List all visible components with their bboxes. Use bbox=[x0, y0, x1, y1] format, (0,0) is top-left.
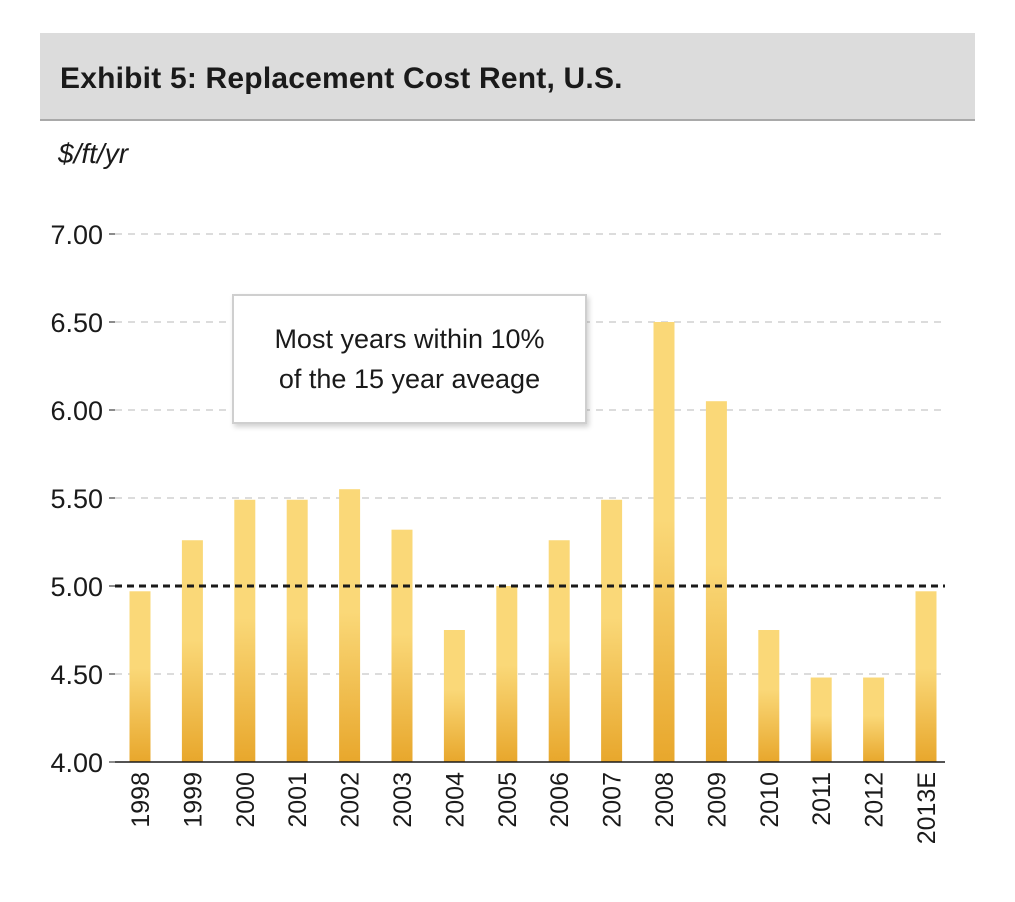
chart-title: Exhibit 5: Replacement Cost Rent, U.S. bbox=[60, 62, 623, 95]
annotation-box: Most years within 10% of the 15 year ave… bbox=[232, 294, 587, 424]
bar bbox=[758, 630, 780, 762]
y-tick-label: 5.00 bbox=[50, 572, 103, 602]
y-tick-label: 7.00 bbox=[50, 220, 103, 250]
bar bbox=[129, 591, 151, 762]
bar bbox=[548, 540, 570, 762]
x-tick-label: 2011 bbox=[808, 772, 836, 826]
y-axis-unit-label: $/ft/yr bbox=[58, 138, 129, 169]
bar bbox=[915, 591, 937, 762]
x-tick-label: 2009 bbox=[703, 772, 731, 828]
x-tick-label: 2002 bbox=[337, 772, 365, 828]
y-tick-label: 5.50 bbox=[50, 484, 103, 514]
x-tick-label: 2000 bbox=[232, 772, 260, 828]
x-tick-label: 2008 bbox=[651, 772, 679, 828]
x-tick-label: 2010 bbox=[756, 772, 784, 828]
bar bbox=[863, 677, 885, 762]
bar bbox=[339, 489, 361, 762]
x-tick-label: 2001 bbox=[284, 772, 312, 828]
x-tick-label: 2005 bbox=[494, 772, 522, 828]
y-tick-label: 6.00 bbox=[50, 396, 103, 426]
bar bbox=[705, 401, 727, 762]
x-tick-label: 2012 bbox=[861, 772, 889, 828]
chart-header: Exhibit 5: Replacement Cost Rent, U.S. bbox=[40, 33, 975, 121]
y-tick-label: 4.00 bbox=[50, 748, 103, 778]
x-tick-label: 2004 bbox=[441, 772, 469, 828]
bar bbox=[653, 322, 675, 762]
bar bbox=[286, 499, 308, 762]
bar bbox=[181, 540, 203, 762]
bar bbox=[391, 529, 413, 762]
x-tick-label: 2006 bbox=[546, 772, 574, 828]
annotation-text: Most years within 10% of the 15 year ave… bbox=[274, 324, 545, 394]
x-tick-label: 2003 bbox=[389, 772, 417, 828]
y-tick-label: 6.50 bbox=[50, 308, 103, 338]
x-tick-label: 1999 bbox=[179, 772, 207, 828]
x-tick-label: 2013E bbox=[913, 772, 941, 844]
bar bbox=[496, 586, 518, 762]
bar bbox=[810, 677, 832, 762]
y-tick-label: 4.50 bbox=[50, 660, 103, 690]
x-tick-label: 1998 bbox=[127, 772, 155, 828]
bar bbox=[234, 499, 256, 762]
x-tick-label: 2007 bbox=[599, 772, 627, 828]
bar bbox=[443, 630, 465, 762]
bar bbox=[601, 499, 623, 762]
